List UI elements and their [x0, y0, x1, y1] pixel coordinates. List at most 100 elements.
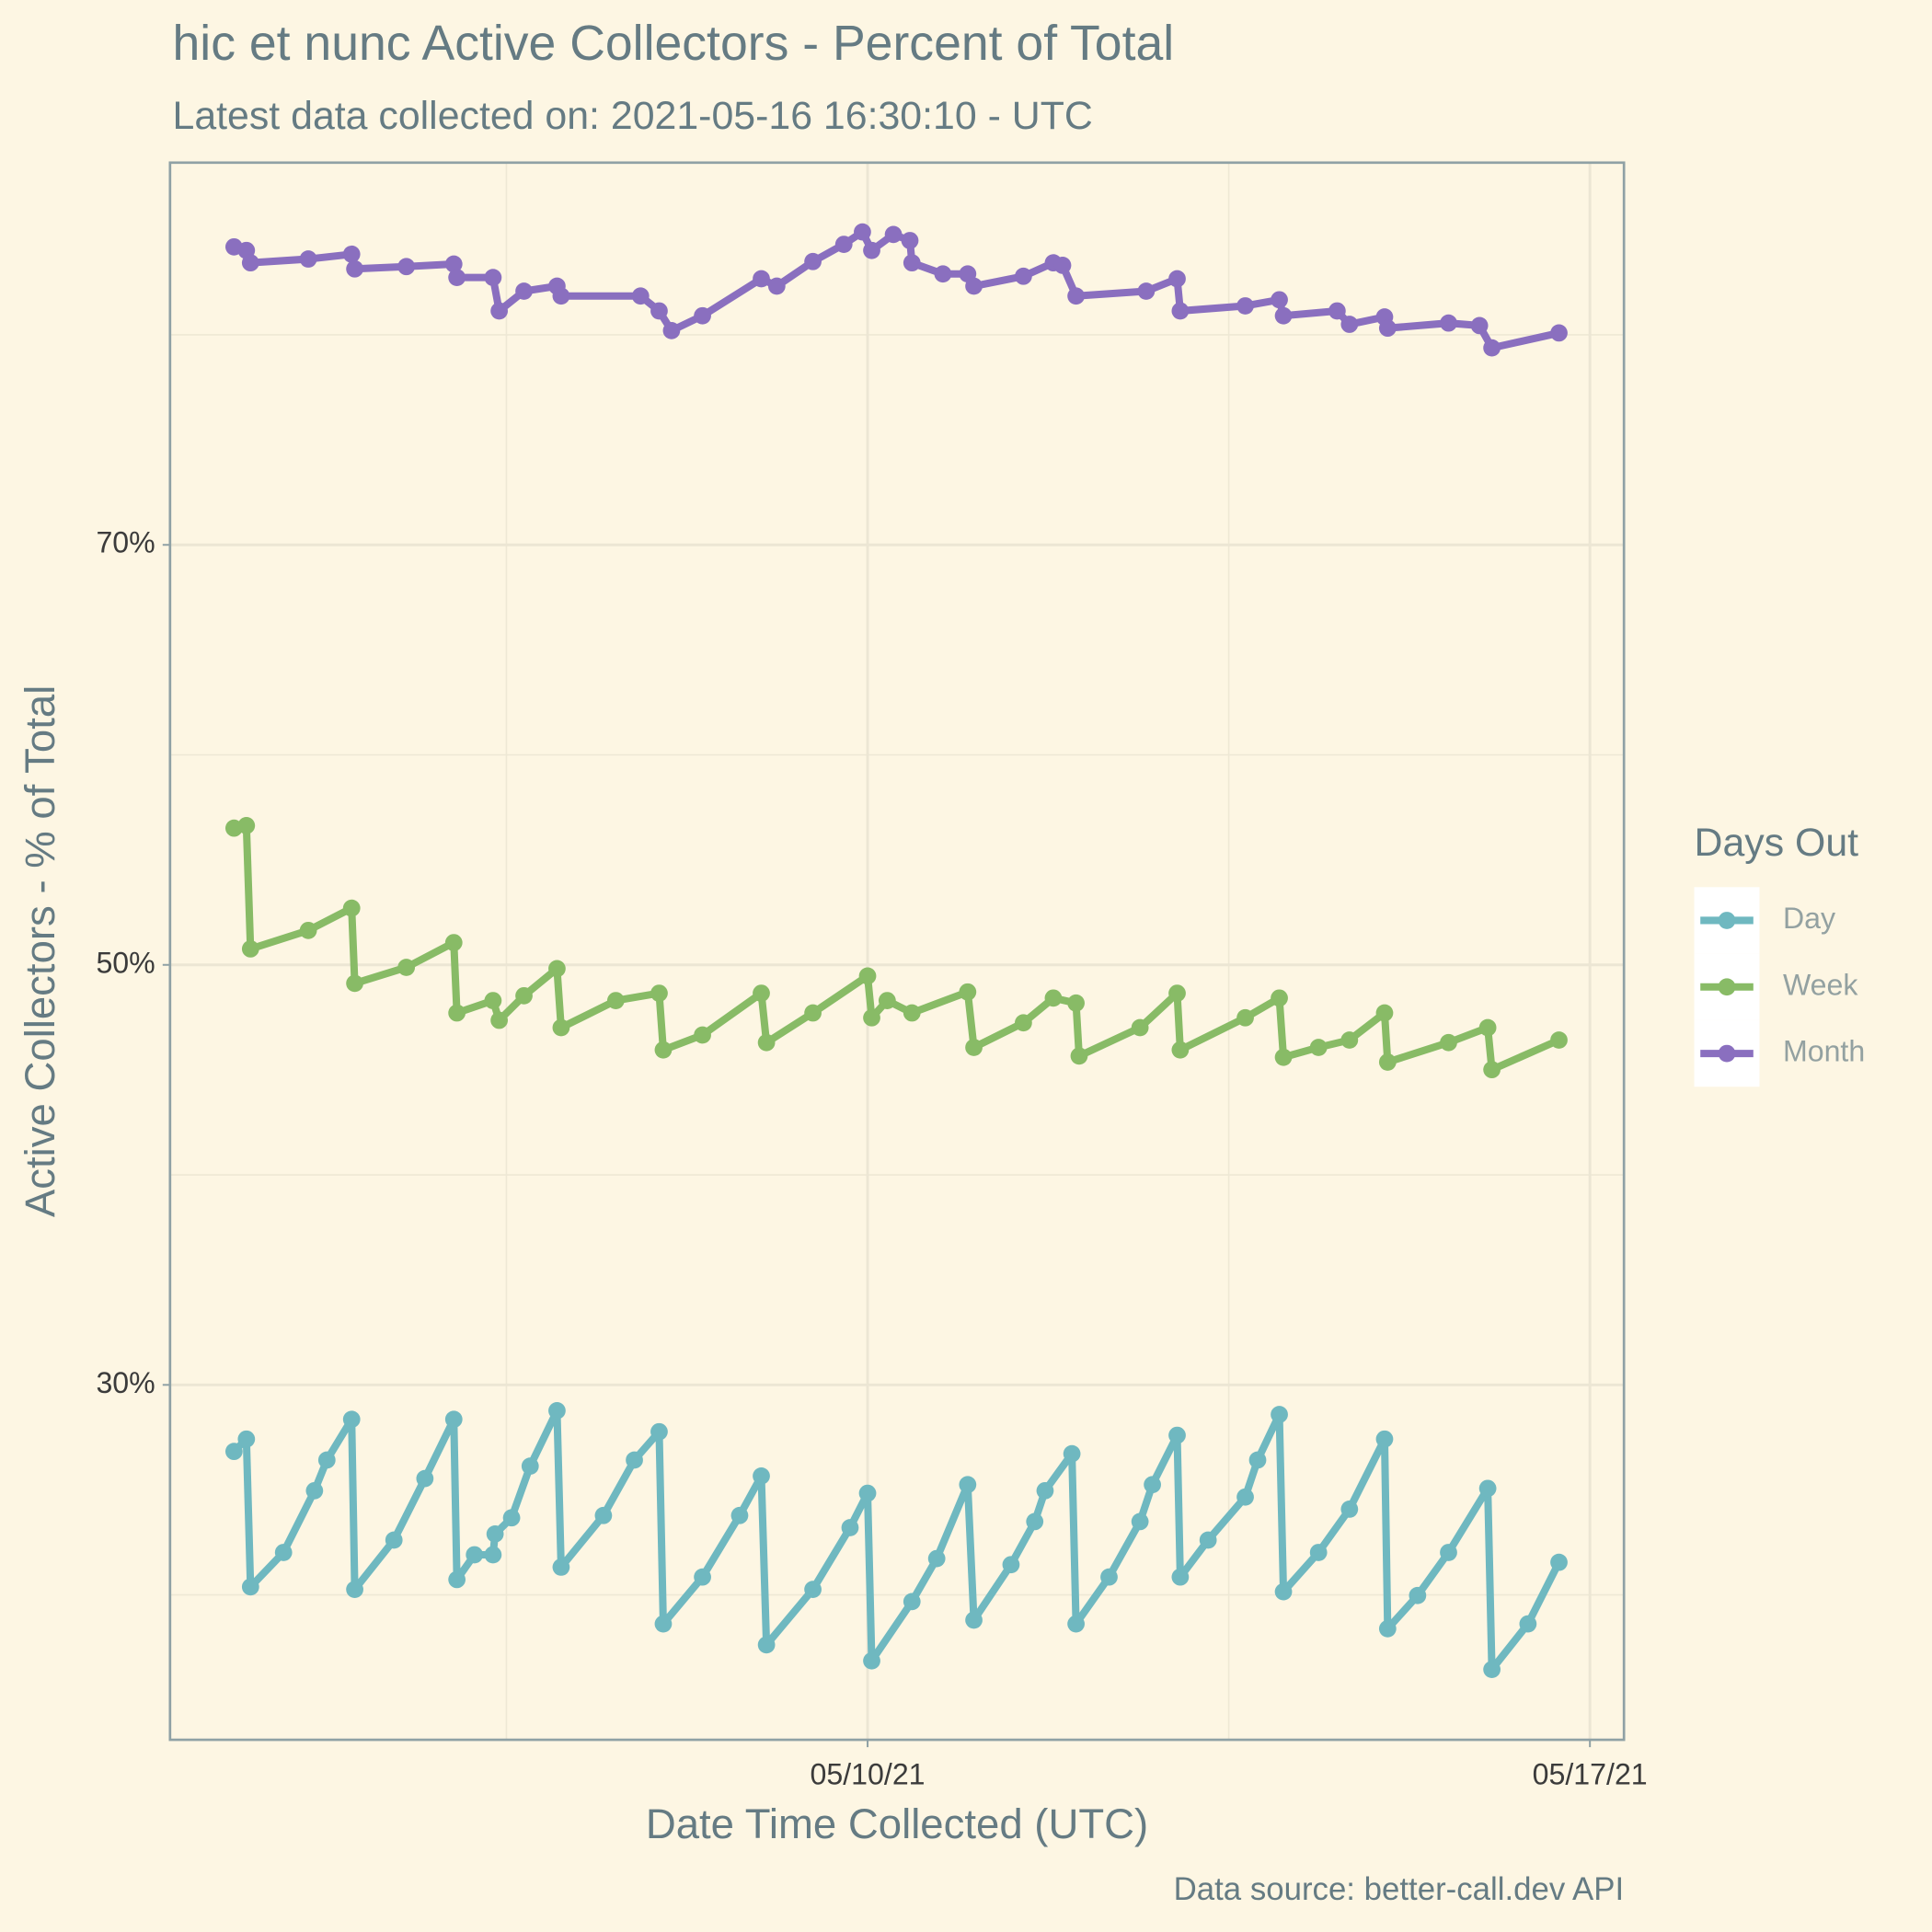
data-point — [650, 302, 668, 320]
legend-label: Week — [1783, 968, 1858, 1001]
y-tick-label: 50% — [96, 946, 155, 979]
data-point — [1248, 1451, 1267, 1469]
data-point — [552, 1558, 570, 1576]
data-point — [486, 1524, 504, 1543]
data-point — [521, 1457, 539, 1476]
data-point — [694, 1568, 711, 1586]
data-point — [397, 959, 416, 976]
data-point — [757, 1636, 776, 1654]
data-point — [1044, 989, 1063, 1007]
data-point — [841, 1519, 859, 1536]
data-point — [965, 1039, 983, 1056]
data-point — [342, 245, 361, 263]
data-point — [1026, 1512, 1044, 1531]
x-tick-label: 05/17/21 — [1533, 1758, 1648, 1791]
legend-title: Days Out — [1695, 821, 1859, 865]
data-point — [863, 1651, 880, 1670]
data-point — [484, 1546, 502, 1564]
data-point — [1409, 1586, 1427, 1604]
data-point — [730, 1506, 749, 1524]
data-point — [757, 1033, 776, 1052]
data-point — [1100, 1568, 1118, 1586]
data-point — [448, 269, 466, 287]
data-point — [654, 1615, 673, 1633]
data-point — [884, 225, 903, 244]
data-point — [1067, 1615, 1085, 1633]
data-point — [1375, 1430, 1394, 1448]
x-tick-label: 05/10/21 — [811, 1758, 926, 1791]
data-point — [934, 265, 952, 283]
data-point — [650, 984, 668, 1002]
chart-title: hic et nunc Active Collectors - Percent … — [173, 17, 1175, 71]
data-point — [444, 934, 463, 951]
data-point — [1274, 306, 1293, 325]
data-point — [901, 232, 919, 249]
data-point — [1550, 1553, 1568, 1571]
data-point — [903, 1593, 921, 1611]
data-point — [1470, 316, 1489, 335]
data-point — [1440, 1033, 1457, 1052]
data-point — [1375, 1004, 1394, 1022]
data-point — [1171, 1041, 1190, 1059]
data-point — [1483, 1661, 1501, 1678]
data-point — [753, 984, 770, 1002]
data-point — [1063, 1444, 1081, 1463]
data-point — [1070, 1047, 1088, 1065]
data-point — [448, 1570, 466, 1589]
data-point — [650, 1422, 668, 1441]
data-point — [1131, 1512, 1149, 1531]
data-point — [1274, 1048, 1293, 1066]
data-point — [241, 1578, 259, 1596]
data-point — [1067, 994, 1085, 1012]
data-point — [385, 1531, 403, 1549]
data-point — [1274, 1582, 1293, 1601]
data-point — [858, 1484, 877, 1502]
data-point — [1015, 267, 1032, 285]
data-point — [490, 1011, 508, 1029]
data-point — [1340, 316, 1359, 333]
data-point — [317, 1451, 336, 1469]
data-point — [1236, 1008, 1254, 1027]
data-point — [1550, 1031, 1568, 1049]
data-point — [502, 1509, 521, 1527]
data-point — [863, 241, 880, 259]
data-point — [237, 1430, 256, 1448]
data-point — [654, 1041, 673, 1059]
data-point — [834, 236, 853, 253]
data-point — [594, 1506, 613, 1524]
data-point — [1236, 297, 1254, 315]
data-point — [1378, 319, 1397, 338]
data-point — [346, 259, 363, 278]
data-point — [484, 992, 502, 1009]
data-point — [1131, 1018, 1149, 1037]
data-point — [515, 282, 533, 300]
data-point — [1168, 270, 1186, 288]
data-point — [1271, 1406, 1288, 1423]
data-point — [1550, 324, 1568, 342]
data-point — [1171, 1568, 1190, 1586]
data-point — [1144, 1476, 1161, 1494]
y-tick-label: 70% — [96, 526, 155, 559]
data-point — [903, 1004, 921, 1022]
data-point — [626, 1451, 643, 1469]
data-point — [1236, 1488, 1254, 1506]
data-point — [466, 1546, 484, 1564]
data-point — [1067, 287, 1085, 305]
data-point — [397, 258, 416, 276]
data-point — [854, 223, 871, 241]
data-point — [342, 1410, 361, 1429]
data-point — [299, 921, 317, 939]
data-point — [1440, 314, 1457, 332]
legend-key-point — [1718, 978, 1736, 996]
y-tick-label: 30% — [96, 1366, 155, 1399]
chart-subtitle: Latest data collected on: 2021-05-16 16:… — [173, 94, 1093, 138]
data-point — [1015, 1014, 1032, 1032]
data-point — [552, 287, 570, 305]
data-point — [694, 1026, 711, 1044]
data-point — [484, 269, 502, 287]
data-point — [767, 277, 786, 295]
data-point — [1171, 302, 1190, 320]
data-point — [1378, 1053, 1397, 1071]
data-point — [1483, 1061, 1501, 1079]
